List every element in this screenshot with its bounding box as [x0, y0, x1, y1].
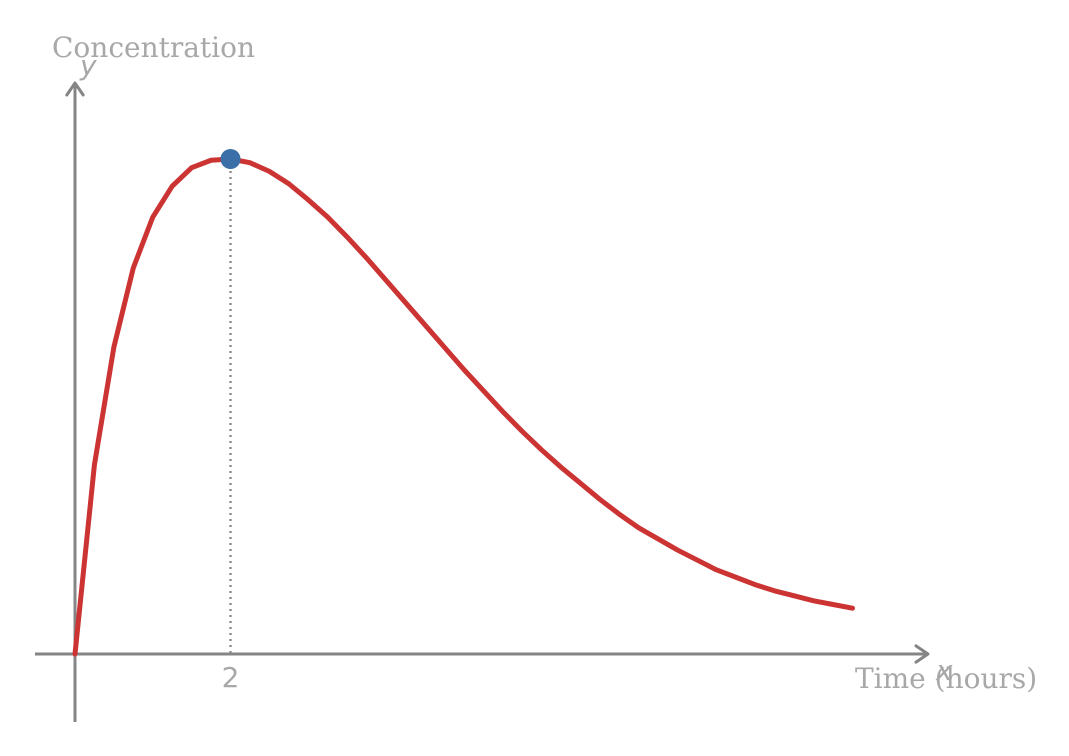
peak-point	[220, 149, 241, 169]
y-axis-arrowhead	[65, 81, 85, 97]
x-axis-label: Time (hours)	[855, 662, 1037, 695]
x-axis-variable: x	[935, 654, 953, 687]
markers	[220, 149, 241, 169]
x-axis-arrowhead	[914, 644, 930, 664]
x-tick-label-2: 2	[222, 661, 240, 694]
series-line-0	[72, 156, 855, 657]
y-axis-label: Concentration	[52, 31, 255, 64]
x-tick-labels: 2	[222, 661, 240, 694]
series-layer	[72, 156, 855, 657]
y-axis-variable: y	[79, 49, 97, 82]
axes	[35, 81, 930, 722]
